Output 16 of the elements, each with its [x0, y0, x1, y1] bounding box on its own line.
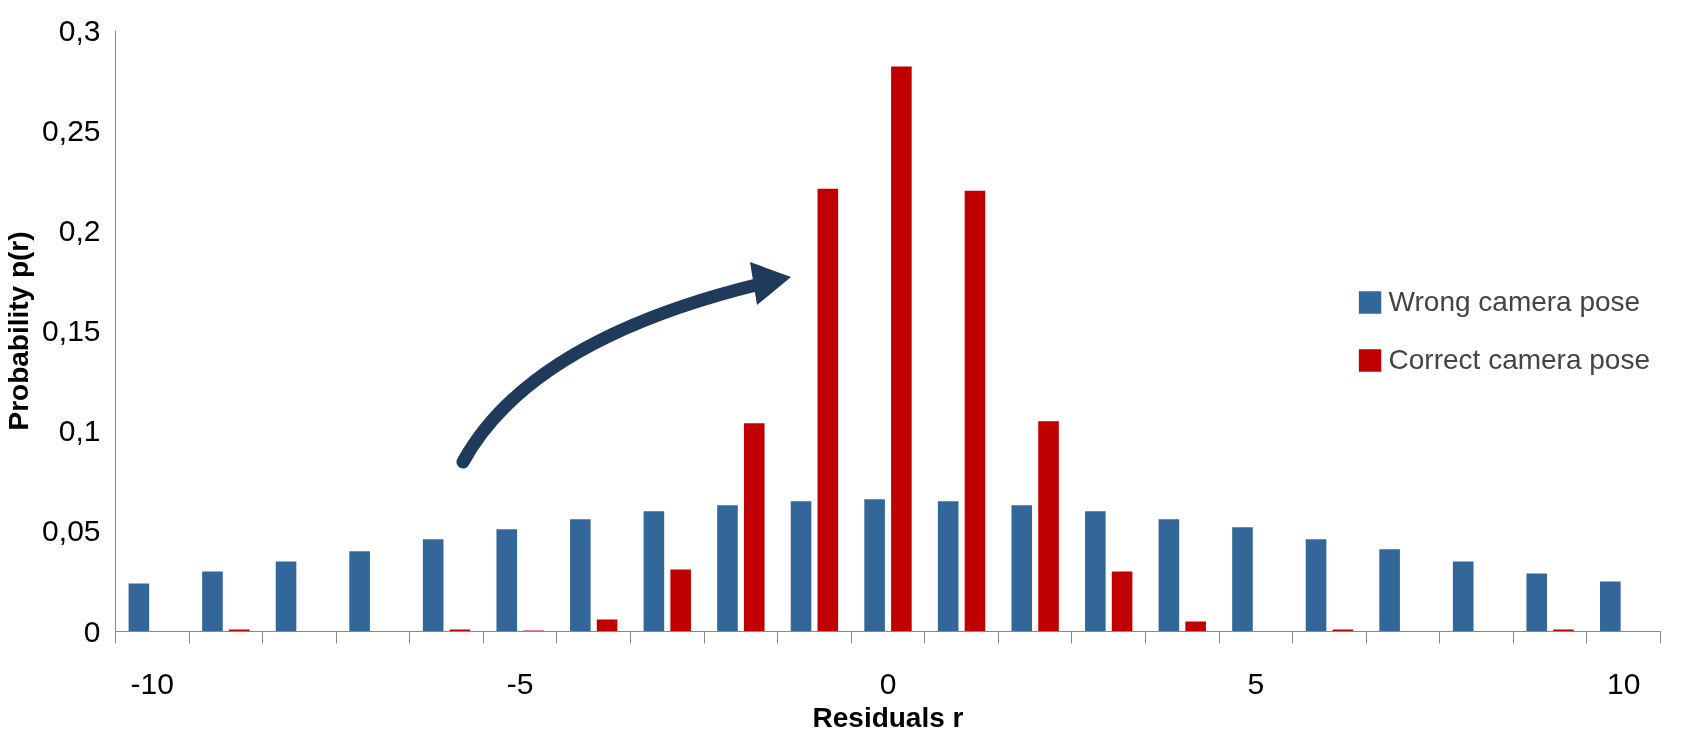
y-tick-label: 0	[83, 614, 101, 648]
legend-label: Wrong camera pose	[1388, 284, 1641, 319]
y-tick-label: 0,3	[58, 13, 101, 47]
x-tick-label: 10	[1607, 666, 1641, 700]
x-tick-label: -5	[506, 666, 534, 700]
x-tick-label: -10	[130, 666, 174, 700]
y-axis-title: Probability p(r)	[3, 231, 35, 431]
x-tick-label: 5	[1247, 666, 1265, 700]
y-tick-label: 0,15	[42, 314, 101, 347]
legend-label: Correct camera pose	[1388, 342, 1650, 377]
y-tick-label: 0,05	[42, 514, 101, 548]
y-tick-label: 0,25	[42, 113, 101, 147]
y-tick-label: 0,2	[58, 213, 101, 247]
y-tick-label: 0,1	[58, 414, 101, 448]
x-axis-title: Residuals r	[812, 701, 964, 733]
x-tick-label: 0	[879, 666, 897, 700]
